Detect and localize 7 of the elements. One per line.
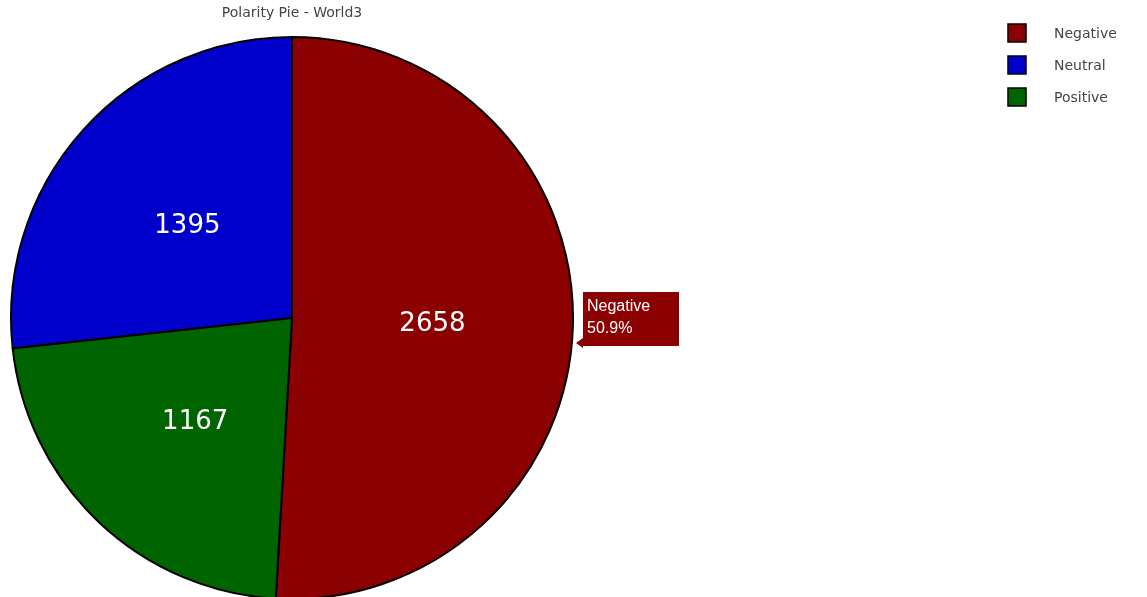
chart-title: Polarity Pie - World3 xyxy=(221,4,363,20)
legend-label: Negative xyxy=(1054,24,1117,41)
data-label: 1167 xyxy=(162,404,229,435)
data-label: 1395 xyxy=(154,209,221,240)
legend-label: Neutral xyxy=(1054,56,1106,73)
data-label: 2658 xyxy=(399,307,466,338)
legend-label: Positive xyxy=(1054,88,1108,105)
